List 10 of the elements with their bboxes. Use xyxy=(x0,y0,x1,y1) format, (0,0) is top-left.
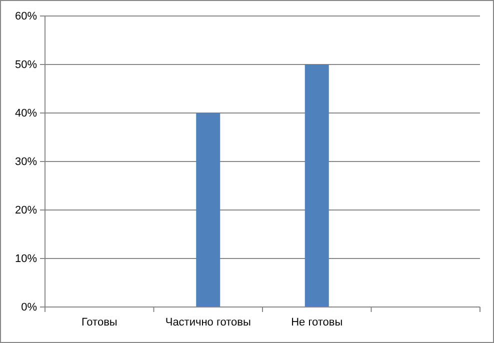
y-tick-label: 0% xyxy=(21,302,38,314)
x-tick-label: Частично готовы xyxy=(165,316,251,328)
y-tick-label: 20% xyxy=(14,204,38,217)
x-tick-label: Не готовы xyxy=(291,316,343,328)
y-tick-label: 10% xyxy=(14,253,38,266)
y-tick-label: 40% xyxy=(14,108,38,120)
y-tick-label: 60% xyxy=(14,10,38,23)
x-tick-label: Готовы xyxy=(81,316,118,328)
y-tick-label: 50% xyxy=(14,59,38,72)
y-tick-label: 30% xyxy=(14,156,38,168)
